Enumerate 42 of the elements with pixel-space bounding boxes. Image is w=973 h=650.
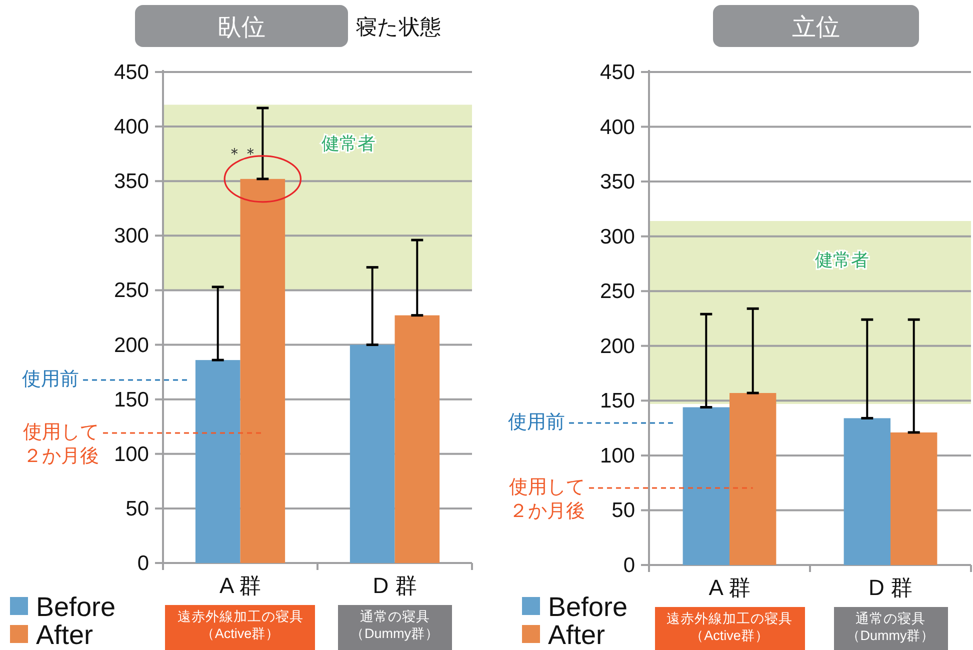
y-tick-label: 450 <box>600 61 635 84</box>
text: 寝た状態 <box>356 16 441 39</box>
y-tick-label: 400 <box>114 116 149 139</box>
band-label: 健常者 <box>815 250 870 270</box>
y-tick-label: 200 <box>600 334 635 358</box>
y-tick-label: 300 <box>600 225 635 248</box>
y-tick-label: 50 <box>126 497 149 520</box>
text: 使用して２か月後 <box>508 476 585 524</box>
text: 使用前 <box>507 411 565 435</box>
legend-label: After <box>36 620 94 650</box>
y-tick-label: 150 <box>114 388 149 412</box>
text: 遠赤外線加工の寝具（Active群） <box>165 605 316 650</box>
y-tick-label: 100 <box>114 442 149 466</box>
y-tick-label: 0 <box>623 554 635 577</box>
text: 使用前 <box>21 368 79 392</box>
y-tick-label: 150 <box>600 390 635 413</box>
text: 使用して２か月後 <box>22 421 99 468</box>
y-tick-label: 100 <box>600 444 635 468</box>
y-tick-label: 300 <box>114 224 149 248</box>
text: 通常の寝具（Dummy群） <box>834 607 948 650</box>
y-tick-label: 250 <box>114 279 149 302</box>
chart-title: 立位 <box>792 14 840 41</box>
y-tick-label: 50 <box>612 499 635 522</box>
legend-label: After <box>548 620 606 650</box>
x-tick-label: D 群 <box>868 575 912 600</box>
x-tick-label: D 群 <box>372 573 417 598</box>
text: 通常の寝具（Dummy群） <box>338 605 452 650</box>
y-tick-label: 350 <box>114 170 149 194</box>
legend-label: Before <box>36 592 116 622</box>
y-tick-label: 450 <box>114 61 149 84</box>
y-tick-label: 200 <box>114 334 149 357</box>
legend-label: Before <box>548 592 628 622</box>
y-tick-label: 0 <box>137 552 149 575</box>
text: 遠赤外線加工の寝具（Active群） <box>654 607 804 650</box>
y-tick-label: 250 <box>600 280 635 304</box>
y-tick-label: 400 <box>600 116 635 139</box>
chart-title: 臥位 <box>218 14 266 41</box>
annotation: ＊＊ <box>226 146 259 163</box>
band-label: 健常者 <box>321 134 376 154</box>
y-tick-label: 350 <box>600 170 635 194</box>
x-tick-label: A 群 <box>219 573 262 598</box>
x-tick-label: A 群 <box>708 575 750 600</box>
